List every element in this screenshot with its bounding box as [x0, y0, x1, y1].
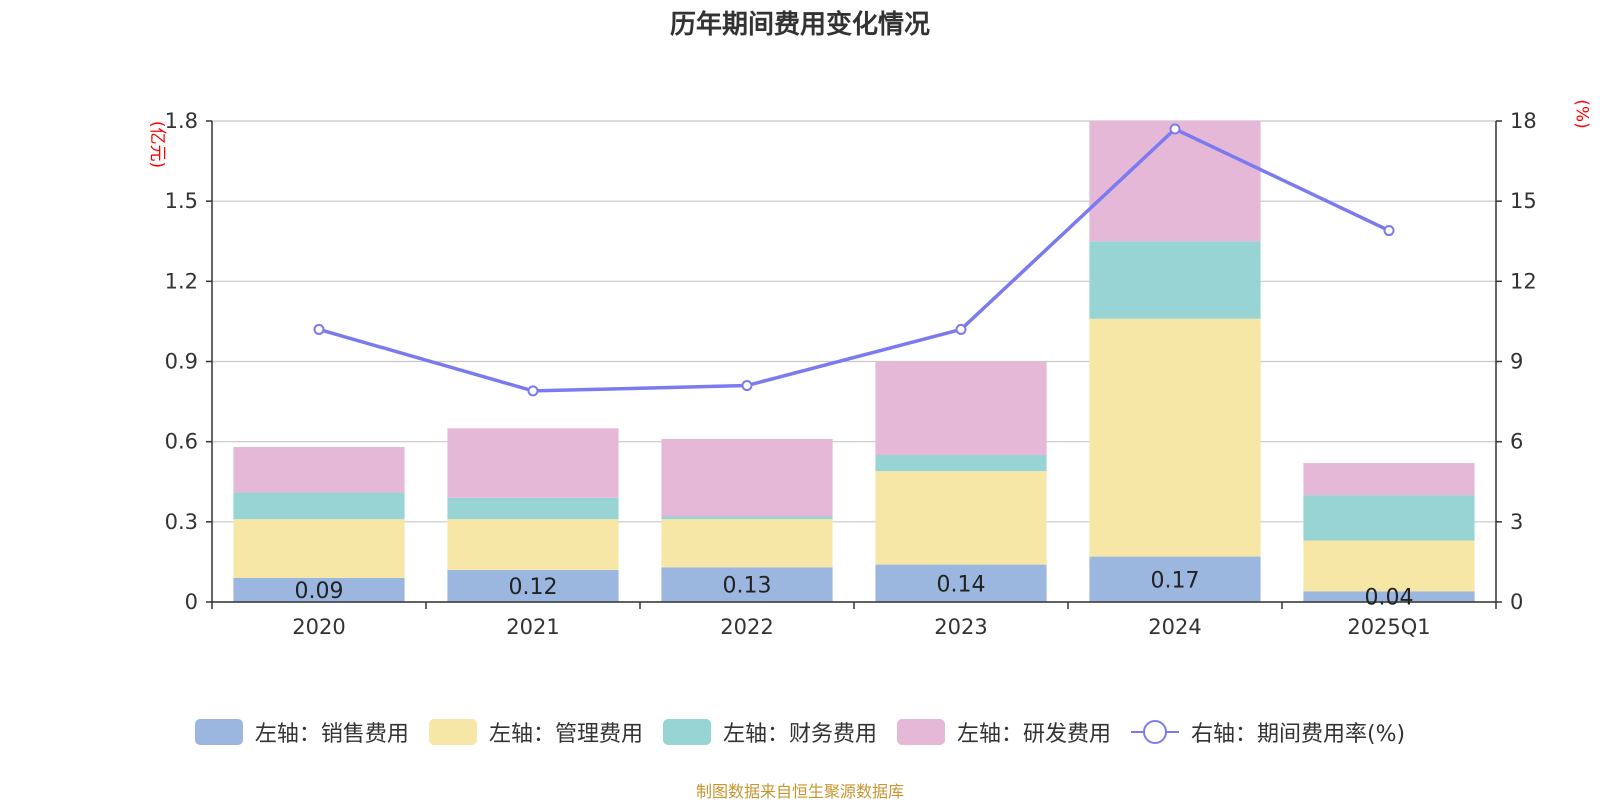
right-tick-label: 9 [1510, 350, 1523, 374]
legend-label: 左轴：管理费用 [488, 722, 643, 747]
legend-item[interactable]: 左轴：管理费用 [428, 716, 643, 748]
legend-label: 左轴：财务费用 [722, 722, 877, 747]
legend-item[interactable]: 左轴：研发费用 [896, 716, 1111, 748]
rate-point [527, 385, 539, 397]
bar-segment [233, 447, 405, 493]
rate-point [1383, 225, 1395, 237]
legend-label: 左轴：研发费用 [956, 722, 1111, 747]
left-tick-label: 1.2 [165, 269, 198, 293]
x-tick-label: 2020 [292, 615, 345, 639]
right-tick-label: 0 [1510, 590, 1523, 614]
bar-segment [233, 519, 405, 578]
chart-plot: 0 0.3 0.6 0.9 1.2 1.5 1.8 0 3 6 9 12 15 18 2020 2021 202… [165, 109, 1537, 639]
left-tick-label: 1.5 [165, 189, 198, 213]
left-tick-label: 0 [185, 590, 198, 614]
bar-segment [233, 492, 405, 520]
bar-segment [875, 361, 1047, 456]
bar-segment [1089, 556, 1261, 602]
x-tick-label: 2021 [506, 615, 559, 639]
rate-point [1169, 123, 1181, 135]
legend-swatch [1130, 719, 1179, 745]
bar-segment [661, 567, 833, 602]
left-tick-label: 0.6 [165, 430, 198, 454]
legend-item[interactable]: 右轴：期间费用率(%) [1130, 716, 1406, 748]
bar-segment [1303, 591, 1475, 602]
bar-segment [661, 516, 833, 520]
right-tick-label: 3 [1510, 510, 1523, 534]
bar-segment [447, 497, 619, 520]
legend-swatch [662, 719, 711, 745]
data-label: 0.17 [1151, 568, 1200, 593]
data-label: 0.09 [295, 579, 344, 604]
right-tick-label: 6 [1510, 430, 1523, 454]
legend-swatch [194, 719, 243, 745]
bar-segment [875, 471, 1047, 565]
left-tick-label: 1.8 [165, 109, 198, 133]
legend-swatch [896, 719, 945, 745]
legend: 左轴：销售费用 左轴：管理费用 左轴：财务费用 左轴：研发费用 右轴：期间费用率(%) [0, 716, 1600, 748]
x-tick-label: 2025Q1 [1347, 615, 1430, 639]
legend-item[interactable]: 左轴：销售费用 [194, 716, 409, 748]
legend-swatch [428, 719, 477, 745]
right-tick-label: 18 [1510, 109, 1537, 133]
bar-segment [1089, 318, 1261, 557]
x-tick-label: 2022 [720, 615, 773, 639]
rate-line [318, 126, 1390, 393]
bar-segment [447, 519, 619, 570]
bar-segment [447, 569, 619, 602]
bar-segment [875, 564, 1047, 602]
right-tick-label: 12 [1510, 269, 1537, 293]
bar-segment [1089, 121, 1261, 242]
bar-segment [1089, 241, 1261, 319]
data-label: 0.04 [1365, 586, 1414, 611]
legend-item[interactable]: 左轴：财务费用 [662, 716, 877, 748]
x-tick-label: 2023 [934, 615, 987, 639]
data-label: 0.12 [509, 575, 558, 600]
rate-point [313, 323, 325, 335]
data-label: 0.14 [937, 572, 986, 597]
right-tick-label: 15 [1510, 189, 1537, 213]
left-tick-label: 0.3 [165, 510, 198, 534]
data-label: 0.13 [723, 574, 772, 599]
bar-segment [233, 577, 405, 602]
source-note: 制图数据来自恒生聚源数据库 [695, 782, 904, 801]
bar-segment [1303, 540, 1475, 592]
bar-segment [1303, 463, 1475, 496]
left-tick-label: 0.9 [165, 350, 198, 374]
chart-title: 历年期间费用变化情况 [669, 10, 930, 40]
bar-segment [447, 428, 619, 498]
bar-segment [661, 519, 833, 568]
rate-point [741, 380, 753, 392]
x-tick-label: 2024 [1148, 615, 1201, 639]
legend-label: 右轴：期间费用率(%) [1190, 722, 1406, 747]
bar-segment [661, 438, 833, 517]
rate-point [955, 323, 967, 335]
bar-segment [1303, 495, 1475, 541]
legend-label: 左轴：销售费用 [254, 722, 409, 747]
bar-segment [875, 455, 1047, 472]
